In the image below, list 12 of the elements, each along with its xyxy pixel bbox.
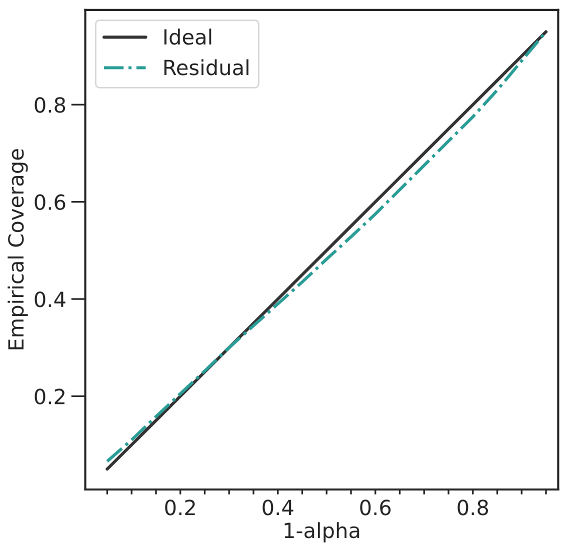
x-tick-label: 0.8: [458, 500, 488, 516]
x-axis-title: 1-alpha: [284, 522, 360, 542]
y-axis-title: Empirical Coverage: [8, 149, 28, 350]
x-tick-label: 0.6: [360, 500, 391, 516]
y-tick-label: 0.4: [34, 291, 66, 308]
y-tick-label: 0.6: [34, 194, 66, 210]
x-tick-label: 0.4: [262, 500, 294, 516]
legend-label: Ideal: [164, 28, 212, 45]
y-tick-label: 0.8: [34, 97, 66, 113]
x-tick-label: 0.2: [165, 500, 195, 516]
y-tick-label: 0.2: [34, 388, 64, 404]
legend-label: Residual: [164, 59, 248, 76]
